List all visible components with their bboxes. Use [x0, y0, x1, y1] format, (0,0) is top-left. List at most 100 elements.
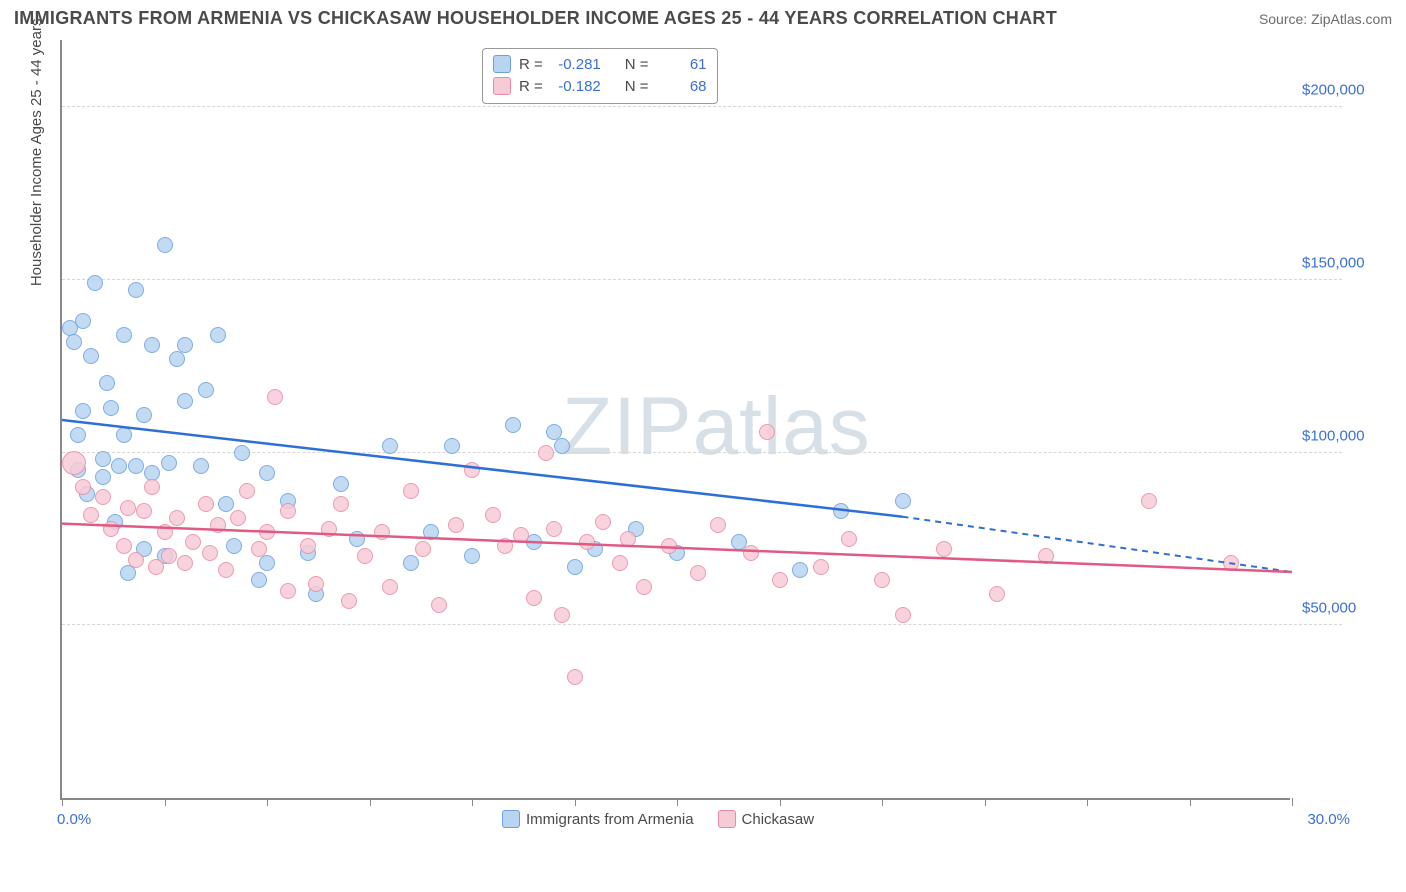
scatter-point: [116, 538, 132, 554]
gridline-h: [62, 624, 1342, 625]
x-tick-mark: [780, 798, 781, 806]
scatter-point: [234, 445, 250, 461]
scatter-point: [743, 545, 759, 561]
scatter-point: [75, 403, 91, 419]
source-attribution: Source: ZipAtlas.com: [1259, 11, 1392, 27]
scatter-point: [595, 514, 611, 530]
scatter-point: [554, 607, 570, 623]
swatch-armenia-icon: [502, 810, 520, 828]
scatter-point: [259, 555, 275, 571]
scatter-point: [157, 237, 173, 253]
scatter-point: [120, 565, 136, 581]
scatter-point: [111, 458, 127, 474]
scatter-point: [710, 517, 726, 533]
scatter-point: [349, 531, 365, 547]
scatter-point: [267, 389, 283, 405]
scatter-point: [95, 469, 111, 485]
scatter-point: [374, 524, 390, 540]
scatter-point: [144, 479, 160, 495]
chart-title: IMMIGRANTS FROM ARMENIA VS CHICKASAW HOU…: [14, 8, 1057, 29]
scatter-point: [136, 407, 152, 423]
r-label: R =: [519, 56, 543, 73]
gridline-h: [62, 279, 1342, 280]
scatter-point: [936, 541, 952, 557]
scatter-point: [636, 579, 652, 595]
scatter-point: [210, 327, 226, 343]
scatter-point: [895, 493, 911, 509]
scatter-point: [177, 393, 193, 409]
scatter-point: [251, 541, 267, 557]
trend-lines: [62, 40, 1292, 800]
scatter-point: [841, 531, 857, 547]
series-legend: Immigrants from Armenia Chickasaw: [502, 810, 814, 828]
swatch-chickasaw: [493, 77, 511, 95]
y-tick-label: $50,000: [1302, 600, 1356, 617]
swatch-armenia: [493, 55, 511, 73]
scatter-point: [239, 483, 255, 499]
scatter-point: [193, 458, 209, 474]
scatter-point: [546, 521, 562, 537]
scatter-point: [128, 552, 144, 568]
scatter-point: [198, 382, 214, 398]
scatter-point: [95, 489, 111, 505]
scatter-point: [759, 424, 775, 440]
x-tick-mark: [575, 798, 576, 806]
legend-label-chickasaw: Chickasaw: [742, 811, 815, 828]
scatter-point: [333, 496, 349, 512]
scatter-point: [464, 548, 480, 564]
legend-label-armenia: Immigrants from Armenia: [526, 811, 694, 828]
legend-row-chickasaw: R = -0.182 N = 68: [493, 75, 707, 97]
scatter-point: [423, 524, 439, 540]
x-axis-min-label: 0.0%: [57, 811, 91, 828]
scatter-point: [505, 417, 521, 433]
n-value-armenia: 61: [657, 56, 707, 73]
scatter-point: [95, 451, 111, 467]
gridline-h: [62, 452, 1342, 453]
x-tick-mark: [165, 798, 166, 806]
scatter-point: [169, 351, 185, 367]
scatter-point: [157, 524, 173, 540]
scatter-point: [448, 517, 464, 533]
scatter-point: [464, 462, 480, 478]
scatter-point: [813, 559, 829, 575]
scatter-point: [567, 559, 583, 575]
scatter-point: [989, 586, 1005, 602]
scatter-point: [579, 534, 595, 550]
scatter-point: [177, 555, 193, 571]
watermark-text: ZIPatlas: [562, 380, 871, 474]
x-tick-mark: [370, 798, 371, 806]
r-value-armenia: -0.281: [551, 56, 601, 73]
gridline-h: [62, 106, 1342, 107]
scatter-point: [83, 348, 99, 364]
scatter-point: [333, 476, 349, 492]
scatter-point: [415, 541, 431, 557]
scatter-point: [62, 451, 86, 475]
scatter-point: [300, 538, 316, 554]
source-name: ZipAtlas.com: [1311, 11, 1392, 27]
scatter-point: [161, 548, 177, 564]
y-tick-label: $100,000: [1302, 427, 1365, 444]
scatter-point: [497, 538, 513, 554]
scatter-point: [169, 510, 185, 526]
scatter-point: [612, 555, 628, 571]
scatter-point: [280, 503, 296, 519]
scatter-point: [116, 327, 132, 343]
scatter-point: [210, 517, 226, 533]
scatter-point: [895, 607, 911, 623]
x-tick-mark: [1292, 798, 1293, 806]
chart-header: IMMIGRANTS FROM ARMENIA VS CHICKASAW HOU…: [14, 8, 1392, 29]
scatter-point: [357, 548, 373, 564]
scatter-point: [403, 555, 419, 571]
scatter-point: [161, 455, 177, 471]
scatter-point: [251, 572, 267, 588]
legend-item-armenia: Immigrants from Armenia: [502, 810, 694, 828]
scatter-point: [444, 438, 460, 454]
scatter-point: [513, 527, 529, 543]
scatter-point: [792, 562, 808, 578]
scatter-point: [308, 576, 324, 592]
x-tick-mark: [1087, 798, 1088, 806]
scatter-point: [382, 438, 398, 454]
x-tick-mark: [1190, 798, 1191, 806]
x-tick-mark: [472, 798, 473, 806]
legend-row-armenia: R = -0.281 N = 61: [493, 53, 707, 75]
